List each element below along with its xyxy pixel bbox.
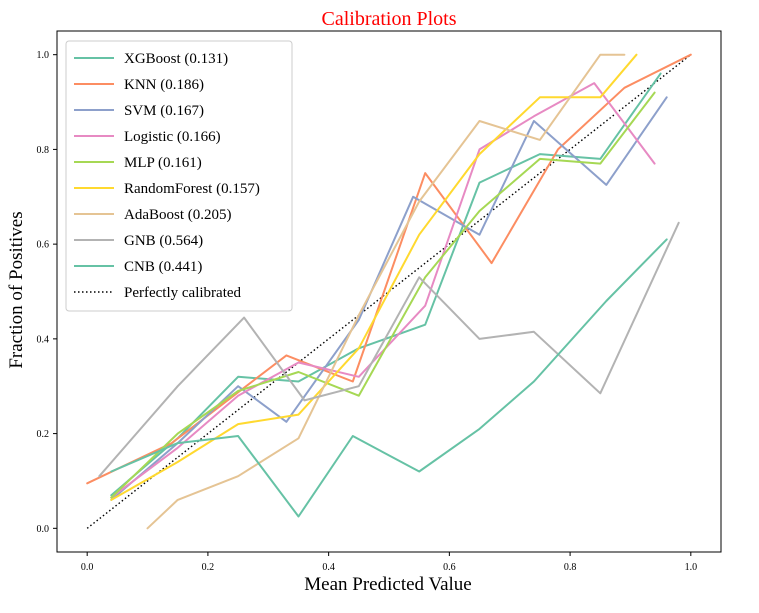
y-tick-label: 0.8 [37, 145, 50, 156]
series-line-3 [110, 96, 668, 501]
series-line-5 [110, 91, 656, 499]
legend-label-6: RandomForest (0.157) [124, 181, 260, 197]
x-tick-label: 0.0 [81, 562, 94, 573]
x-axis-label: Mean Predicted Value [304, 574, 471, 595]
legend-label-7: AdaBoost (0.205) [124, 207, 232, 223]
legend-label-reference: Perfectly calibrated [124, 285, 242, 301]
series-line-7 [146, 53, 626, 530]
y-tick-label: 0.4 [37, 334, 50, 345]
y-tick-label: 0.0 [37, 524, 50, 535]
legend-box [65, 40, 293, 312]
legend-label-4: Logistic (0.166) [124, 129, 221, 145]
x-tick-label: 0.6 [443, 562, 456, 573]
series-line-4 [110, 82, 656, 499]
chart-title: Calibration Plots [322, 8, 457, 30]
y-tick-label: 0.2 [37, 429, 50, 440]
legend-label-3: SVM (0.167) [124, 103, 204, 119]
series-line-9 [110, 238, 668, 518]
y-tick-label: 0.6 [37, 240, 50, 251]
legend-label-9: CNB (0.441) [124, 259, 202, 275]
plot-area: 0.0 0.2 0.4 0.6 0.8 1.0 0.0 0.2 0.4 0.6 0.8 1.0 [37, 30, 722, 573]
series-line-8 [98, 221, 680, 478]
x-tick-label: 0.8 [564, 562, 577, 573]
x-tick-label: 1.0 [685, 562, 698, 573]
plot-frame [56, 30, 722, 553]
x-tick-label: 0.4 [322, 562, 335, 573]
legend-label-1: XGBoost (0.131) [124, 51, 228, 67]
y-axis-label: Fraction of Positives [6, 211, 27, 368]
x-tick-label: 0.2 [202, 562, 215, 573]
y-tick-label: 1.0 [37, 50, 50, 61]
legend-label-5: MLP (0.161) [124, 155, 202, 171]
legend: XGBoost (0.131) KNN (0.186) SVM (0.167) Log… [65, 40, 293, 312]
legend-label-2: KNN (0.186) [124, 77, 204, 93]
legend-label-8: GNB (0.564) [124, 233, 203, 249]
